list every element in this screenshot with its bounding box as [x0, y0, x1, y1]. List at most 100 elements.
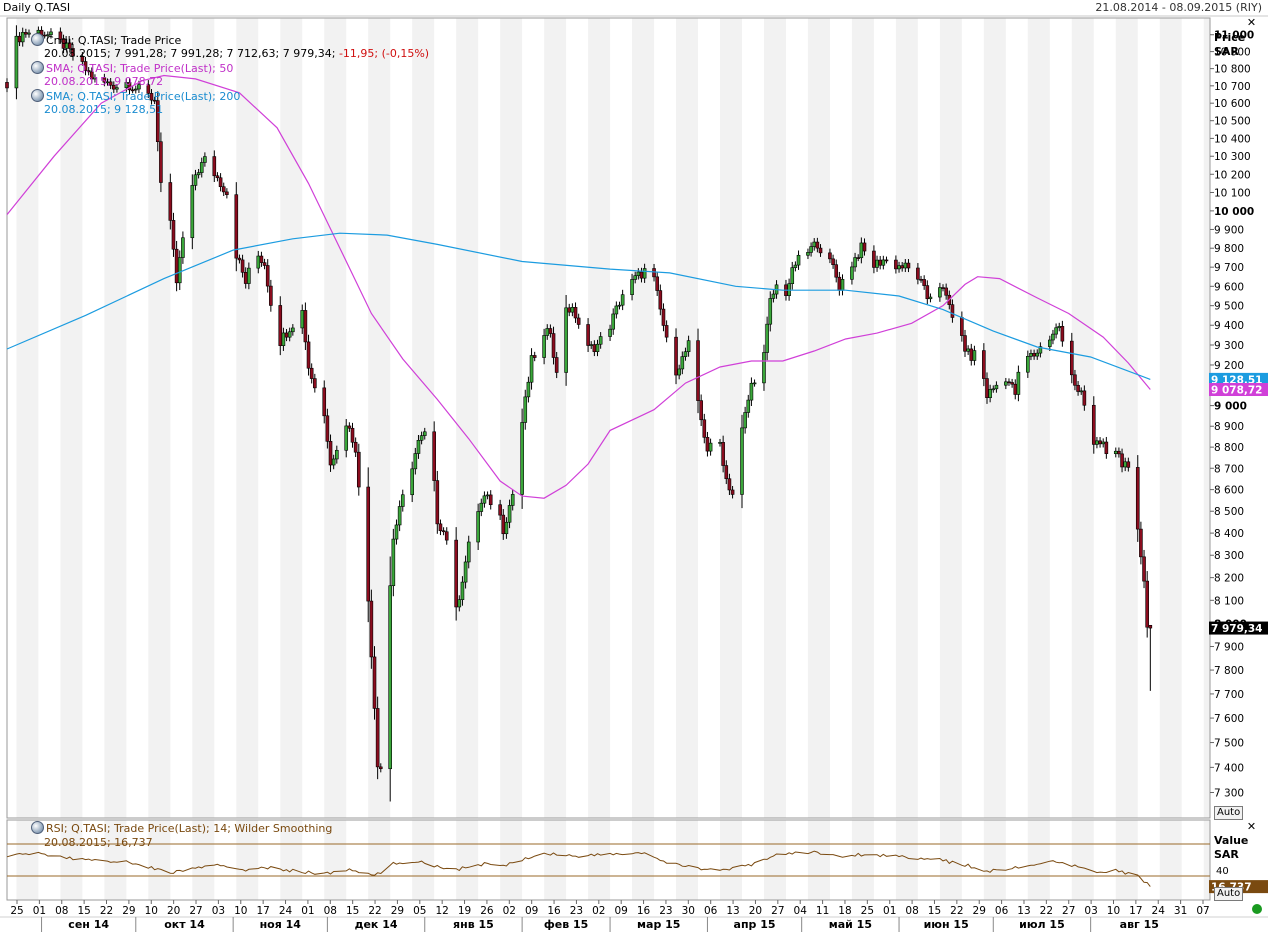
candle-down — [1098, 440, 1102, 445]
candle-down — [375, 708, 380, 768]
candle-down — [90, 71, 94, 80]
time-tick-label: 08 — [324, 905, 337, 917]
candle-down — [985, 378, 989, 398]
candle-up — [476, 511, 480, 543]
candle-down — [960, 317, 964, 336]
time-tick-label: 13 — [726, 905, 739, 917]
candle-down — [146, 84, 151, 94]
candle-up — [410, 468, 414, 496]
candle-down — [944, 287, 948, 296]
week-band — [720, 18, 742, 818]
week-band — [1115, 820, 1138, 900]
time-tick-label: 10 — [234, 905, 247, 917]
candle-down — [696, 340, 700, 401]
week-band — [1203, 18, 1210, 818]
candle-down — [225, 191, 229, 195]
candles-legend[interactable]: Cndl; Q.TASI; Trade Price — [31, 33, 181, 47]
candle-up — [620, 294, 625, 306]
candle-down — [1104, 441, 1109, 454]
candle-down — [240, 259, 245, 273]
candle-up — [1016, 371, 1021, 395]
time-tick-label: 26 — [480, 905, 494, 917]
price-auto-button[interactable]: Auto — [1214, 806, 1244, 820]
time-tick-label: 04 — [794, 905, 808, 917]
rsi-axis-unit: SAR — [1214, 848, 1239, 861]
candle-up — [771, 293, 776, 299]
close-rsi-pane-icon[interactable]: ✕ — [1246, 820, 1257, 833]
candle-up — [49, 31, 53, 36]
candle-down — [1148, 624, 1153, 629]
last-price-tag: 7 979,34 — [1211, 623, 1262, 635]
candle-down — [221, 186, 226, 193]
time-tick-label: 16 — [547, 905, 561, 917]
candle-up — [897, 265, 901, 270]
candle-up — [718, 442, 722, 444]
candle-up — [181, 237, 185, 258]
time-tick-label: 01 — [301, 905, 314, 917]
time-tick-label: 20 — [167, 905, 180, 917]
candles-legend-values: 20.08.2015; 7 991,28; 7 991,28; 7 712,63… — [44, 47, 429, 60]
candle-down — [71, 48, 75, 57]
time-tick-label: 17 — [256, 905, 269, 917]
candle-up — [1029, 353, 1033, 357]
candle-up — [479, 502, 484, 512]
candle-down — [919, 278, 923, 281]
time-tick-label: 29 — [122, 905, 135, 917]
price-tick-label: 10 100 — [1214, 187, 1251, 199]
candle-down — [554, 357, 559, 373]
week-band — [104, 18, 127, 818]
sma200-legend[interactable]: SMA; Q.TASI; Trade Price(Last); 200 — [31, 89, 240, 103]
indicator-settings-icon[interactable] — [31, 89, 44, 102]
price-tick-label: 10 000 — [1214, 206, 1254, 218]
candle-up — [291, 327, 295, 333]
sma50-legend[interactable]: SMA; Q.TASI; Trade Price(Last); 50 — [31, 61, 233, 75]
week-band — [1071, 18, 1094, 818]
candle-up — [391, 538, 396, 587]
candle-down — [234, 194, 239, 259]
candles-change: -11,95; (-0,15%) — [338, 47, 430, 60]
indicator-settings-icon[interactable] — [31, 33, 44, 46]
candle-down — [498, 504, 502, 516]
indicator-settings-icon[interactable] — [31, 61, 44, 74]
candle-up — [746, 399, 751, 413]
candle-up — [416, 440, 421, 454]
candle-down — [259, 255, 264, 263]
candle-up — [115, 87, 119, 90]
price-tick-label: 9 900 — [1214, 224, 1244, 236]
time-tick-label: 23 — [570, 905, 583, 917]
candle-up — [796, 254, 801, 266]
candle-down — [325, 415, 330, 442]
time-tick-label: 06 — [995, 905, 1009, 917]
candle-up — [388, 585, 393, 770]
candle-up — [344, 425, 349, 451]
price-tick-label: 9 500 — [1214, 301, 1244, 313]
time-axis: 25 01 08 15 22 29 10 20 27 03 10 17 24 01 08 15 22 29 05 12… — [0, 900, 1268, 932]
candle-up — [859, 242, 864, 259]
indicator-settings-icon[interactable] — [31, 821, 44, 834]
candle-down — [925, 285, 930, 300]
candle-down — [347, 425, 352, 429]
time-tick-label: 29 — [391, 905, 404, 917]
candle-down — [1091, 404, 1096, 445]
week-band — [807, 820, 830, 900]
week-band — [412, 18, 435, 818]
week-band — [456, 18, 479, 818]
candle-up — [256, 255, 261, 269]
candle-down — [963, 335, 967, 352]
candle-up — [422, 431, 427, 436]
week-bands — [16, 18, 1210, 900]
candle-up — [193, 174, 198, 186]
time-tick-label: 10 — [1107, 905, 1120, 917]
sma200-value-tag-bg — [1209, 372, 1268, 386]
rsi-auto-button[interactable]: Auto — [1214, 887, 1244, 901]
week-band — [851, 820, 874, 900]
candle-down — [80, 55, 85, 62]
close-pane-icon[interactable]: ✕ — [1246, 16, 1257, 29]
rsi-legend[interactable]: RSI; Q.TASI; Trade Price(Last); 14; Wild… — [31, 821, 332, 835]
candle-down — [278, 305, 283, 346]
price-tick-label: 8 400 — [1214, 528, 1244, 540]
candle-down — [828, 252, 832, 260]
candle-down — [454, 539, 458, 608]
